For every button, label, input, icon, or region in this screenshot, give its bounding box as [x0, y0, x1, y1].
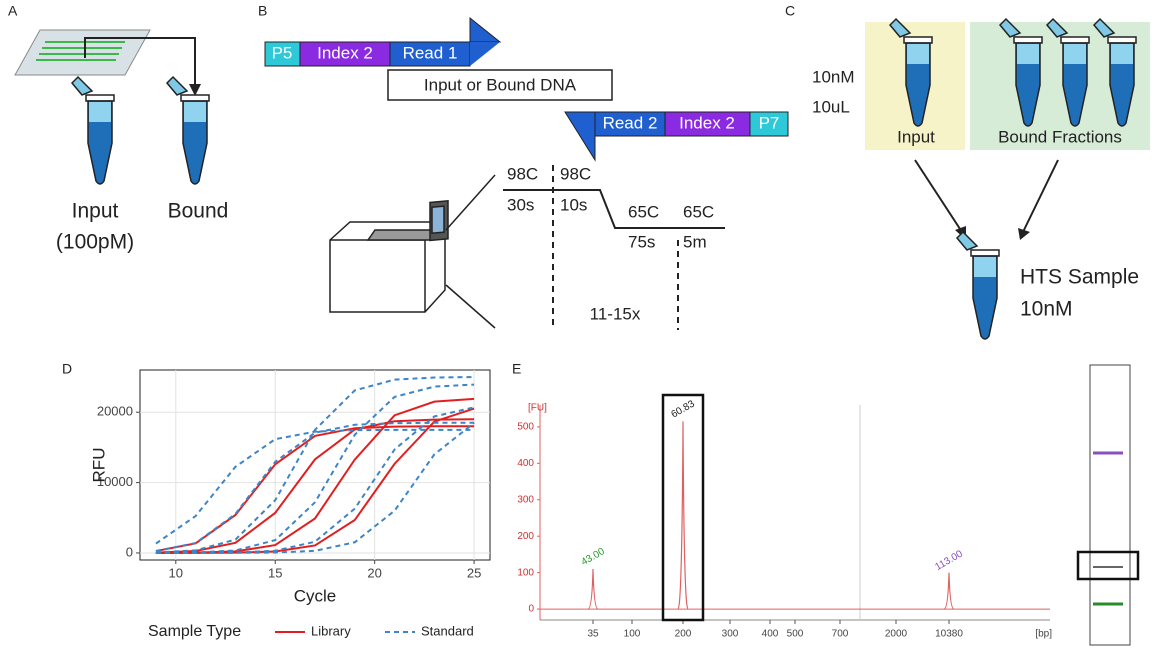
- x-tick-label: 2000: [885, 629, 908, 640]
- legend-label: Library: [311, 623, 351, 638]
- peak: [678, 421, 688, 609]
- x-tick-label: 15: [268, 565, 282, 580]
- x-tick-label: 10: [169, 565, 183, 580]
- y-axis-label: [FU]: [528, 403, 547, 414]
- y-tick-label: 300: [517, 494, 534, 505]
- label: 10nM: [1020, 298, 1073, 321]
- label: Bound Fractions: [998, 127, 1122, 146]
- x-tick-label: 700: [832, 629, 849, 640]
- y-tick-label: 200: [517, 531, 534, 542]
- plot-area: [140, 370, 490, 560]
- cycles: 11-15x: [590, 304, 641, 323]
- y-tick-label: 20000: [97, 404, 133, 419]
- legend-title: Sample Type: [148, 623, 241, 640]
- arrowhead: [189, 84, 201, 96]
- panel-letter: D: [62, 361, 72, 377]
- step: 98C: [507, 164, 538, 183]
- panel-letter: A: [8, 3, 18, 19]
- step: 5m: [683, 232, 707, 251]
- x-tick-label: 35: [587, 629, 599, 640]
- x-axis-label: [bp]: [1035, 629, 1052, 640]
- chip: [15, 30, 150, 75]
- legend-label: Standard: [421, 623, 474, 638]
- step: 65C: [683, 202, 714, 221]
- x-tick-label: 10380: [935, 629, 963, 640]
- x-tick-label: 400: [762, 629, 779, 640]
- x-tick-label: 300: [722, 629, 739, 640]
- thermocycler: [330, 175, 495, 328]
- x-tick-label: 25: [467, 565, 481, 580]
- x-axis-label: Cycle: [294, 586, 337, 605]
- x-tick-label: 20: [367, 565, 381, 580]
- tube: [72, 77, 114, 184]
- step: 10s: [560, 195, 587, 214]
- x-tick-label: 100: [624, 629, 641, 640]
- profile-labels: 98C 30s 98C 10s 65C 75s 65C 5m 11-15x: [507, 164, 714, 323]
- y-tick-label: 0: [126, 544, 133, 559]
- label: Input: [897, 127, 935, 146]
- y-tick-label: 0: [528, 604, 534, 615]
- label: Bound: [168, 200, 229, 223]
- segment: Index 2: [679, 113, 735, 132]
- x-tick-label: 200: [675, 629, 692, 640]
- panel-letter: C: [785, 3, 795, 19]
- segment: P7: [759, 113, 780, 132]
- segment: Read 1: [403, 43, 458, 62]
- insert: Input or Bound DNA: [424, 75, 577, 94]
- y-tick-label: 400: [517, 458, 534, 469]
- segment: P5: [272, 43, 293, 62]
- figure: A Input (100pM) Bound B P5 Index 2 Read …: [0, 0, 1168, 650]
- tube: [167, 77, 209, 184]
- y-axis-label: RFU: [89, 448, 108, 483]
- x-tick-label: 500: [787, 629, 804, 640]
- label: (100pM): [56, 231, 134, 254]
- panel-letter: B: [258, 3, 267, 19]
- panel-letter: E: [512, 361, 521, 377]
- segment: Index 2: [317, 43, 373, 62]
- adapter-tip: [470, 18, 500, 42]
- label: Input: [72, 200, 119, 223]
- peak-label: 113.00: [933, 548, 965, 573]
- step: 30s: [507, 195, 534, 214]
- y-tick-label: 500: [517, 422, 534, 433]
- step: 65C: [628, 202, 659, 221]
- segment: Read 2: [603, 113, 658, 132]
- label: 10nM: [812, 67, 855, 86]
- peak: [588, 569, 598, 609]
- tube: [957, 232, 999, 339]
- step: 75s: [628, 232, 655, 251]
- peak-label: 60.83: [669, 398, 697, 420]
- label: 10uL: [812, 97, 850, 116]
- y-tick-label: 100: [517, 567, 534, 578]
- arrows: [915, 160, 1058, 232]
- label: HTS Sample: [1020, 266, 1139, 289]
- peak-label: 43.00: [579, 546, 607, 568]
- step: 98C: [560, 164, 591, 183]
- peak: [944, 573, 954, 609]
